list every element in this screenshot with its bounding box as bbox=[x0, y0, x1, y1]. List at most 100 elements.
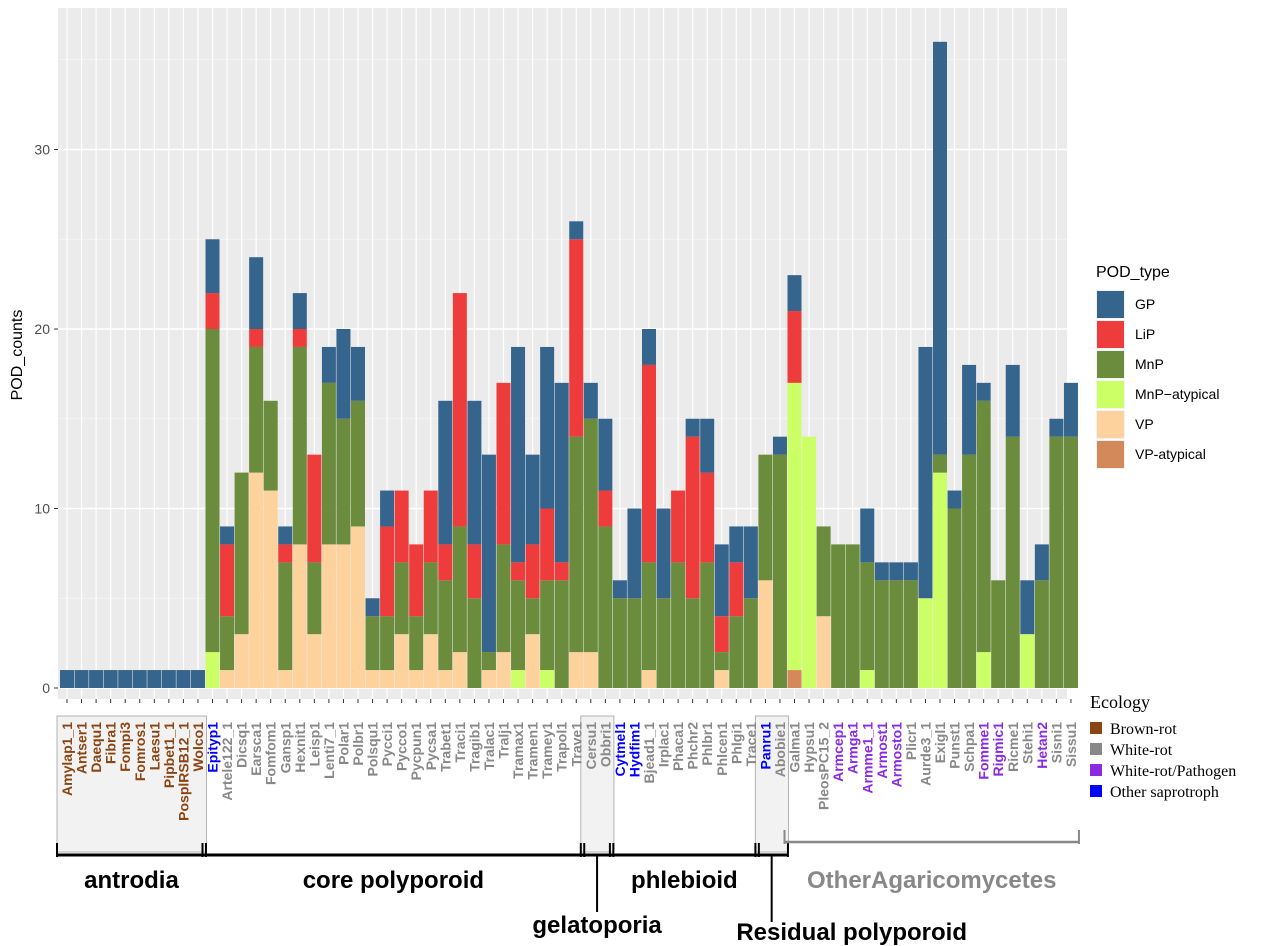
bar-segment-vp bbox=[758, 580, 773, 688]
bar-segment-vp bbox=[234, 634, 249, 688]
bar-segment-mnp bbox=[336, 418, 351, 545]
bar-segment-lip bbox=[554, 562, 569, 581]
species-label: Stehi1 bbox=[1019, 722, 1035, 764]
legend-label: LiP bbox=[1135, 326, 1155, 342]
bar-segment-gp bbox=[292, 293, 307, 329]
bar-segment-gp bbox=[525, 454, 540, 545]
species-label: Pipbet1_1 bbox=[161, 722, 177, 788]
bar-segment-vp bbox=[307, 634, 322, 688]
bar-segment-mnp bbox=[467, 598, 482, 688]
bar-segment-gp bbox=[511, 346, 526, 563]
species-label: Pycco1 bbox=[394, 722, 410, 771]
clade-label-residual-polyporoid: Residual polyporoid bbox=[736, 919, 967, 946]
bar-segment-gp bbox=[642, 329, 656, 365]
bar-segment-vp bbox=[249, 472, 264, 688]
bar-segment-vp bbox=[351, 526, 365, 688]
bar-segment-gp bbox=[89, 670, 104, 688]
bar-segment-mnp-atypical bbox=[511, 670, 526, 688]
bar-segment-mnp bbox=[1063, 436, 1078, 688]
species-label: Hypsu1 bbox=[801, 722, 817, 773]
species-label: Dicsq1 bbox=[234, 722, 250, 768]
species-label: Amylap1_1 bbox=[59, 722, 75, 796]
bar-segment-mnp bbox=[554, 580, 569, 688]
bar-segment-vp bbox=[583, 652, 598, 688]
legend-key-swatch bbox=[1097, 411, 1124, 438]
clade-label-core-polyporoid: core polyporoid bbox=[303, 867, 484, 894]
bar-segment-vp-atypical bbox=[787, 670, 802, 688]
bar-segment-gp bbox=[351, 346, 365, 401]
bar-segment-vp bbox=[278, 670, 293, 688]
bar-segment-mnp bbox=[598, 526, 613, 688]
bar-segment-lip bbox=[714, 616, 729, 653]
bar-segment-mnp bbox=[321, 382, 336, 545]
species-label: Trave1 bbox=[568, 722, 584, 767]
species-label: Plicr1 bbox=[903, 722, 919, 760]
bar-segment-mnp bbox=[962, 454, 977, 688]
bar-segment-gp bbox=[656, 508, 671, 599]
bar-segment-mnp bbox=[481, 652, 496, 671]
bar-segment-gp bbox=[772, 436, 787, 455]
species-label: Ricme1 bbox=[1005, 722, 1021, 772]
bar-segment-mnp bbox=[583, 418, 598, 653]
bar-segment-gp bbox=[903, 562, 918, 581]
bar-segment-lip bbox=[525, 544, 540, 599]
bar-segment-vp bbox=[816, 616, 831, 688]
bar-segment-gp bbox=[1063, 382, 1078, 437]
bar-segment-gp bbox=[147, 670, 162, 688]
bar-segment-vp bbox=[409, 670, 424, 688]
species-label: Trabet1 bbox=[437, 722, 453, 772]
bar-segment-gp bbox=[933, 41, 947, 455]
bar-segment-gp bbox=[714, 544, 729, 617]
bar-segment-lip bbox=[511, 562, 526, 581]
bar-segment-gp bbox=[947, 490, 962, 509]
species-label: Panru1 bbox=[757, 722, 773, 770]
bar-segment-mnp bbox=[947, 508, 962, 688]
species-label: Irplac1 bbox=[656, 722, 672, 767]
bar-segment-mnp bbox=[612, 598, 627, 688]
species-label: Tramen1 bbox=[525, 722, 541, 780]
legend-label: MnP−atypical bbox=[1135, 386, 1219, 402]
clade-label-gelatoporia: gelatoporia bbox=[532, 912, 662, 939]
bar-segment-mnp bbox=[976, 400, 991, 653]
legend-key-swatch bbox=[1097, 321, 1124, 348]
species-label: Tragib1 bbox=[466, 722, 482, 772]
bar-segment-mnp bbox=[685, 598, 700, 688]
bar-segment-gp bbox=[438, 400, 453, 545]
ecology-legend-title: Ecology bbox=[1090, 692, 1150, 712]
bar-segment-gp bbox=[481, 454, 496, 653]
bar-segment-gp bbox=[467, 400, 482, 545]
bar-segment-gp bbox=[598, 418, 613, 491]
bar-segment-mnp bbox=[278, 562, 293, 671]
bar-segment-vp bbox=[220, 670, 235, 688]
legend-key-swatch bbox=[1097, 381, 1124, 408]
species-label: Epityp1 bbox=[205, 722, 221, 773]
bar-segment-mnp bbox=[511, 580, 526, 671]
ecology-label: Other saprotroph bbox=[1110, 784, 1219, 801]
species-label: Aurde3_1 bbox=[917, 722, 933, 786]
bar-segment-vp bbox=[292, 544, 307, 688]
species-label: Armost1 bbox=[874, 722, 890, 779]
species-label: Armosto1 bbox=[888, 722, 904, 788]
species-label: Schpa1 bbox=[961, 722, 977, 772]
bar-segment-mnp bbox=[423, 562, 438, 635]
bar-segment-gp bbox=[627, 508, 642, 599]
bar-segment-mnp bbox=[991, 580, 1006, 688]
bar-segment-mnp bbox=[831, 544, 846, 688]
bar-segment-gp bbox=[132, 670, 147, 688]
species-label: Tralac1 bbox=[481, 722, 497, 770]
bar-segment-vp bbox=[496, 652, 511, 688]
clade-groups: antrodia core polyporoid gelatoporia phlebi… bbox=[56, 830, 1080, 946]
bar-segment-mnp bbox=[845, 544, 860, 688]
bar-segment-vp bbox=[365, 670, 380, 688]
legend-label: VP-atypical bbox=[1135, 446, 1206, 462]
ecology-key-swatch bbox=[1090, 722, 1102, 734]
species-label: Rigmic1 bbox=[990, 722, 1006, 777]
species-label: Phchr2 bbox=[685, 722, 701, 770]
bar-segment-gp bbox=[554, 382, 569, 563]
species-label-strip: Amylap1_1Antser1Daequ1Fibra1Fompi3Fomros… bbox=[56, 699, 1079, 853]
legend-title: POD_type bbox=[1096, 264, 1170, 281]
bar-segment-gp bbox=[569, 221, 584, 240]
species-label: Hexnit1 bbox=[292, 722, 308, 773]
bar-segment-mnp bbox=[263, 400, 278, 491]
bar-segment-gp bbox=[118, 670, 133, 688]
